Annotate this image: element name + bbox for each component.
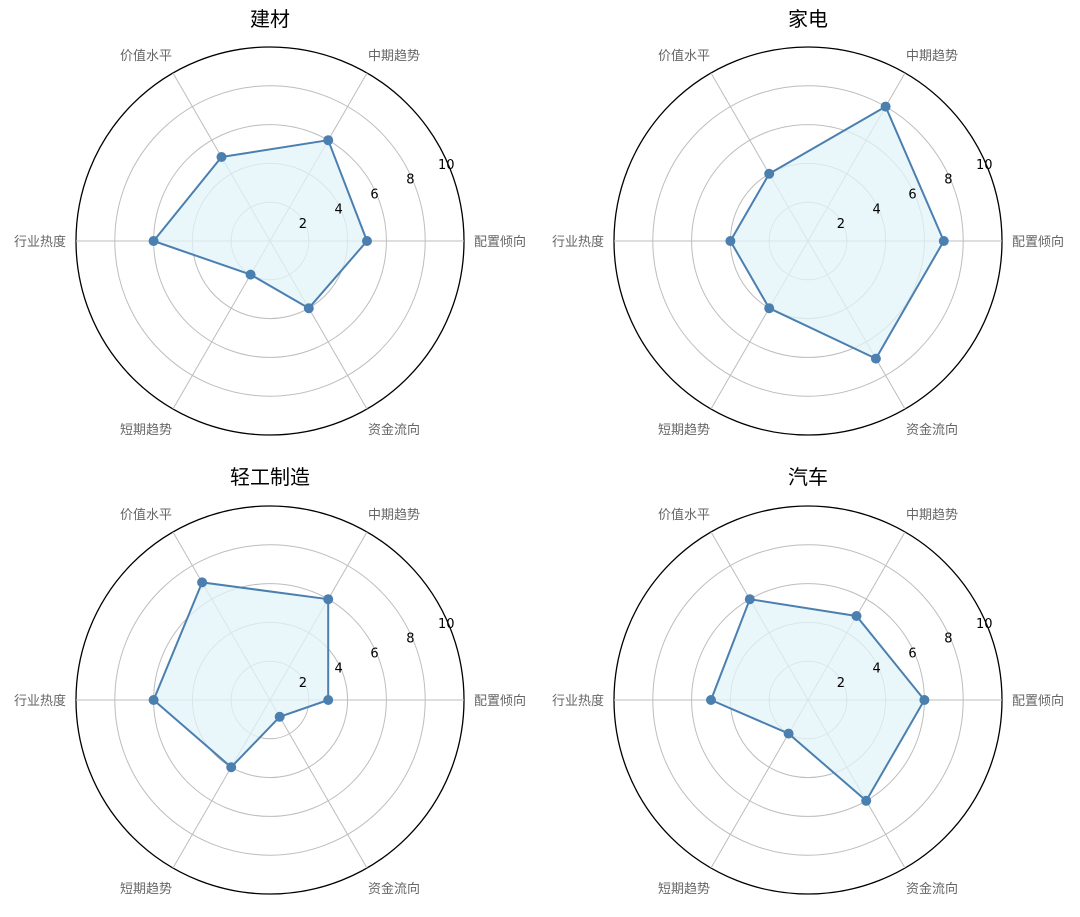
radial-tick-label: 4 [873,202,881,217]
radial-tick-label: 8 [406,632,414,647]
radial-tick-label: 2 [837,217,845,232]
radial-tick-label: 4 [335,661,343,676]
data-point [216,151,227,162]
axis-label: 价值水平 [658,507,710,523]
axis-label: 配置倾向 [1012,234,1064,250]
axis-label: 资金流向 [368,881,420,897]
axis-label: 行业热度 [14,234,66,250]
radial-tick-label: 10 [976,158,993,173]
data-point [148,695,159,705]
data-point [274,711,285,722]
axis-spoke [269,699,368,869]
axis-label: 资金流向 [906,422,958,438]
data-point [938,236,949,246]
radial-tick-label: 8 [944,173,952,188]
radial-tick-label: 6 [908,646,916,661]
data-point [725,236,736,246]
axis-label: 配置倾向 [1012,693,1064,709]
data-point [870,353,881,364]
data-point [197,577,208,588]
radial-tick-label: 2 [299,676,307,691]
radial-tick-label: 8 [944,632,952,647]
data-point [919,695,930,705]
radial-tick-label: 4 [335,202,343,217]
data-point [706,695,716,705]
data-point [851,610,862,621]
radial-tick-label: 10 [438,617,455,632]
axis-label: 配置倾向 [474,693,526,709]
data-point [303,303,314,314]
radial-tick-label: 8 [406,173,414,188]
data-point [764,303,775,314]
axis-label: 资金流向 [906,881,958,897]
axis-label: 价值水平 [120,48,172,64]
panel-title: 轻工制造 [230,465,310,489]
radial-tick-label: 6 [370,187,378,202]
axis-label: 中期趋势 [906,48,958,64]
data-point [323,135,334,146]
radial-tick-label: 6 [908,187,916,202]
data-point [764,168,775,179]
data-point [880,101,891,112]
axis-label: 短期趋势 [120,422,172,438]
axis-label: 行业热度 [552,693,604,709]
axis-label: 行业热度 [552,234,604,250]
radial-tick-label: 6 [370,646,378,661]
axis-label: 中期趋势 [906,507,958,523]
axis-label: 短期趋势 [658,422,710,438]
axis-label: 短期趋势 [658,881,710,897]
radial-tick-label: 10 [976,617,993,632]
axis-label: 中期趋势 [368,48,420,64]
panel-title: 建材 [250,7,290,31]
panel-title: 汽车 [788,465,828,489]
panel-title: 家电 [788,7,828,31]
data-point [148,236,159,246]
axis-label: 配置倾向 [474,234,526,250]
radial-tick-label: 10 [438,158,455,173]
data-point [744,594,755,605]
data-point [323,695,334,705]
data-point [226,762,237,773]
axis-label: 资金流向 [368,422,420,438]
series-polygon [710,598,926,802]
radial-tick-label: 4 [873,661,881,676]
data-point [323,594,334,605]
axis-label: 价值水平 [120,507,172,523]
series-polygon [152,581,330,769]
axis-label: 中期趋势 [368,507,420,523]
data-point [245,269,256,280]
radial-tick-label: 2 [837,676,845,691]
axis-label: 短期趋势 [120,881,172,897]
radial-tick-label: 2 [299,217,307,232]
data-point [861,795,872,806]
data-point [362,236,372,246]
axis-label: 行业热度 [14,693,66,709]
data-point [783,728,794,739]
axis-label: 价值水平 [658,48,710,64]
